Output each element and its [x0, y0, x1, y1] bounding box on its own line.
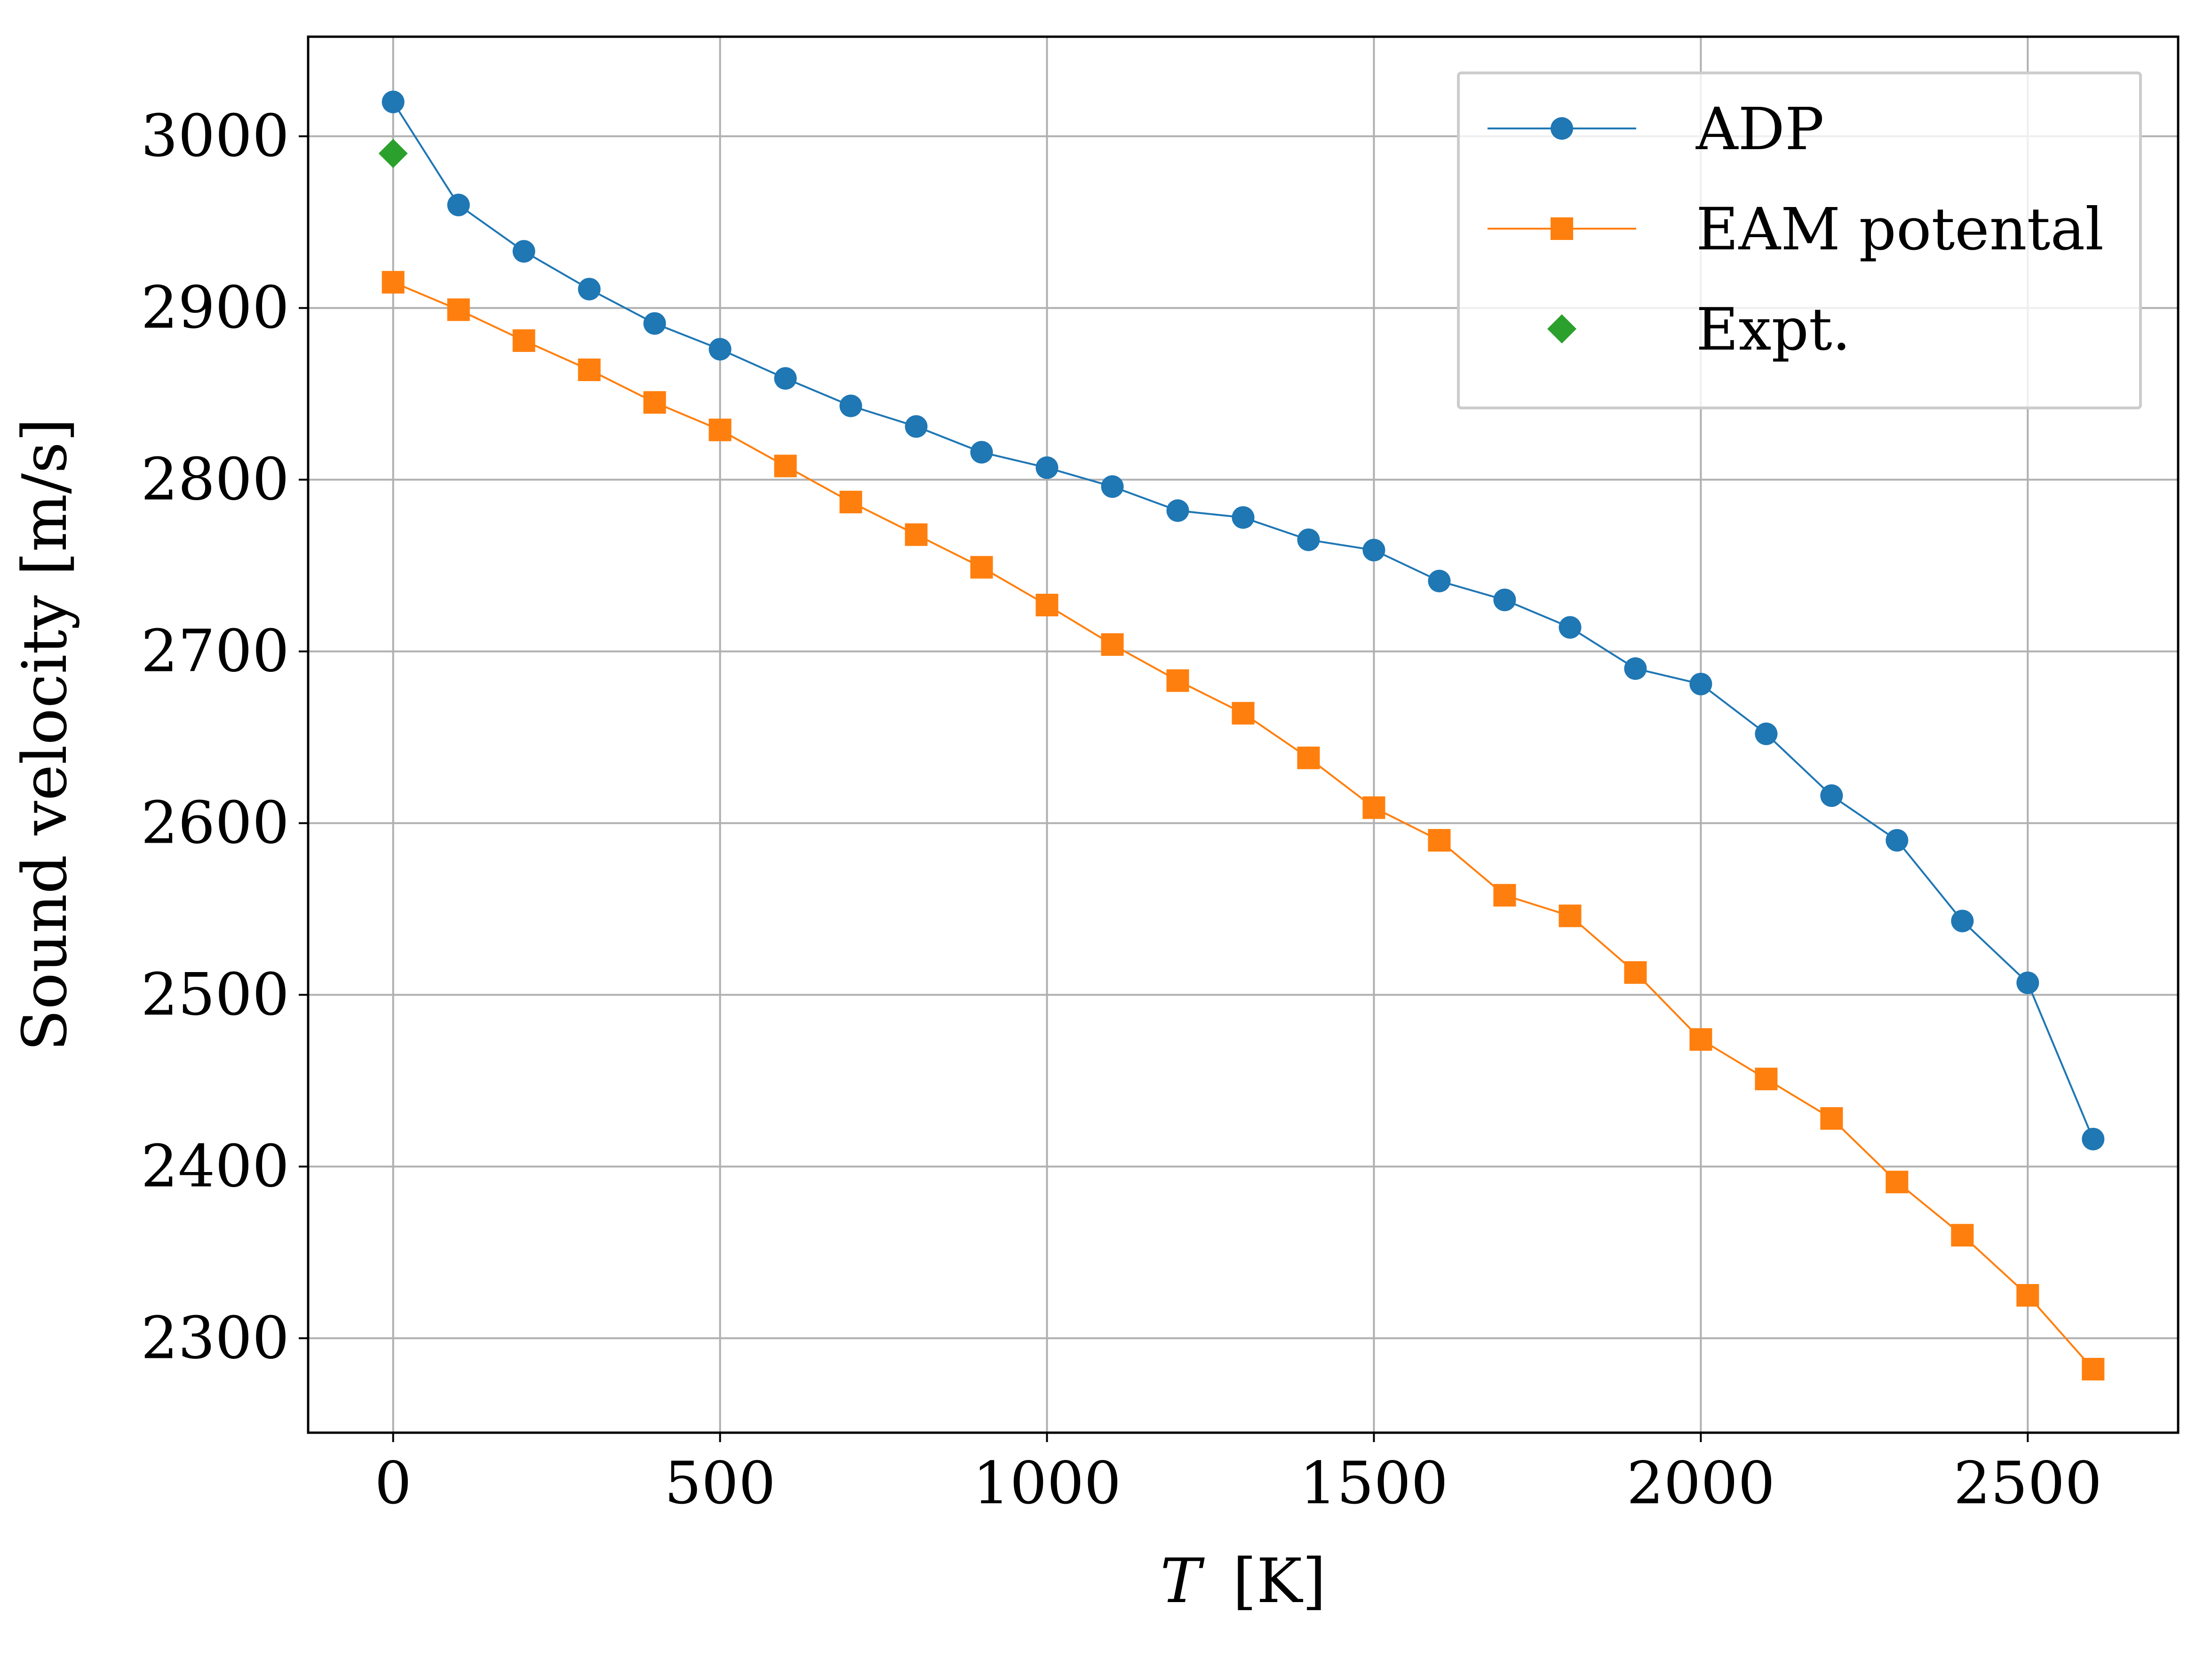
series-eam-potental	[382, 271, 2105, 1380]
x-axis-label: T [K]	[1160, 1545, 1326, 1617]
data-point	[643, 312, 666, 335]
data-point	[1232, 702, 1255, 725]
grid	[308, 37, 2178, 1433]
data-point	[2016, 971, 2039, 994]
data-point	[1624, 961, 1647, 984]
series-layer	[378, 90, 2105, 1380]
data-point	[1820, 1107, 1843, 1130]
data-point	[1624, 657, 1647, 680]
y-tick-label: 2300	[141, 1304, 289, 1372]
data-point	[1297, 528, 1320, 551]
legend-label: Expt.	[1696, 296, 1851, 364]
data-point	[378, 139, 408, 168]
legend-marker	[1551, 217, 1573, 240]
data-point	[1886, 1171, 1909, 1194]
y-tick-label: 3000	[141, 103, 289, 170]
data-point	[970, 556, 993, 579]
data-point	[512, 240, 535, 263]
data-point	[2082, 1357, 2105, 1380]
y-axis-label: Sound velocity [m/s]	[9, 418, 80, 1051]
data-point	[1362, 796, 1385, 819]
data-point	[1362, 539, 1385, 562]
data-point	[839, 491, 862, 513]
data-point	[1559, 616, 1582, 639]
y-tick-label: 2800	[141, 446, 289, 514]
data-point	[1232, 506, 1255, 529]
data-point	[578, 278, 601, 301]
legend-box	[1457, 72, 2142, 409]
data-point	[1820, 784, 1843, 807]
legend-marker	[1551, 117, 1573, 140]
data-point	[1493, 589, 1516, 612]
data-point	[1951, 1224, 1974, 1247]
x-axis-label-unit: [K]	[1233, 1545, 1326, 1617]
data-point	[774, 455, 797, 478]
y-tick-label: 2900	[141, 274, 289, 342]
legend-label: EAM potental	[1696, 196, 2104, 263]
series-expt	[378, 139, 408, 168]
data-point	[1689, 1028, 1712, 1051]
legend-item: Expt.	[1547, 296, 1851, 364]
legend-marker	[1547, 314, 1576, 343]
data-point	[905, 523, 928, 546]
data-point	[1035, 593, 1058, 616]
data-point	[382, 90, 405, 113]
data-point	[708, 338, 732, 361]
data-point	[2082, 1127, 2105, 1150]
data-point	[1297, 746, 1320, 769]
x-tick-label: 1500	[1300, 1450, 1448, 1517]
data-point	[382, 271, 405, 294]
plot-frame	[307, 35, 2180, 1434]
data-point	[1101, 633, 1124, 656]
data-point	[1755, 1068, 1778, 1091]
data-point	[447, 193, 470, 216]
x-axis-label-variable: T	[1160, 1545, 1205, 1617]
data-point	[905, 415, 928, 438]
series-adp	[382, 90, 2105, 1150]
data-point	[1428, 829, 1451, 852]
y-tick-label: 2500	[141, 961, 289, 1029]
ticks: 0 500 1000 1500 2000 2500 2300 2400 2500 2600 2700…	[141, 103, 2102, 1517]
legend-label: ADP	[1695, 96, 1824, 163]
y-tick-label: 2400	[141, 1133, 289, 1200]
y-tick-label: 2700	[141, 618, 289, 686]
data-point	[1493, 884, 1516, 907]
legend-item: EAM potental	[1488, 196, 2104, 263]
data-point	[1166, 669, 1189, 692]
data-point	[839, 394, 862, 417]
data-point	[447, 298, 470, 321]
data-point	[512, 329, 535, 352]
data-point	[1559, 904, 1582, 927]
data-point	[1428, 569, 1451, 592]
data-point	[1951, 909, 1974, 933]
data-point	[1755, 722, 1778, 745]
data-point	[2016, 1284, 2039, 1307]
data-point	[708, 418, 732, 441]
x-tick-label: 1000	[973, 1450, 1122, 1517]
legend: ADP EAM potental Expt.	[1457, 72, 2142, 409]
data-point	[1035, 456, 1058, 479]
data-point	[1886, 829, 1909, 852]
x-tick-label: 0	[374, 1450, 412, 1517]
legend-item: ADP	[1488, 96, 1824, 163]
data-point	[1166, 499, 1189, 522]
x-tick-label: 500	[664, 1450, 776, 1517]
data-point	[643, 391, 666, 414]
x-tick-label: 2500	[1954, 1450, 2102, 1517]
data-point	[1101, 475, 1124, 498]
y-tick-label: 2600	[141, 789, 289, 857]
data-point	[578, 358, 601, 381]
x-tick-label: 2000	[1627, 1450, 1775, 1517]
data-point	[774, 367, 797, 390]
data-point	[1689, 672, 1712, 695]
data-point	[970, 441, 993, 464]
